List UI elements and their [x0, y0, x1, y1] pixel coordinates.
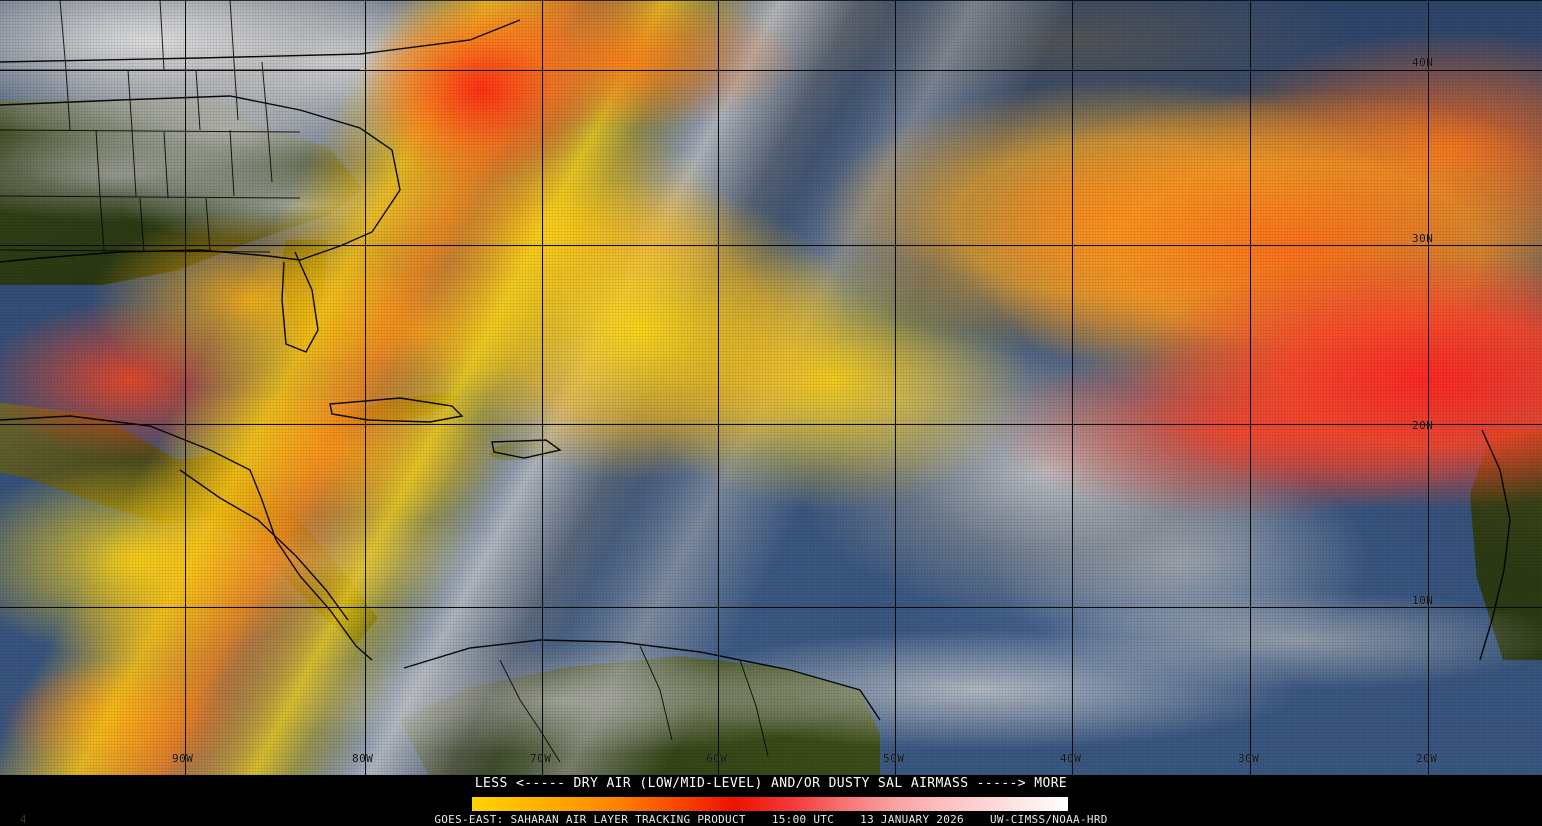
- gridline-lon-30w: [1250, 0, 1251, 775]
- gridline-lon-20w: [1428, 0, 1429, 775]
- gridline-lat-40n: [0, 70, 1542, 71]
- gridline-lon-50w: [895, 0, 896, 775]
- gridline-lon-60w: [718, 0, 719, 775]
- gridline-lon-90w: [185, 0, 186, 775]
- colorbar-caption: LESS <----- DRY AIR (LOW/MID-LEVEL) AND/…: [474, 776, 1068, 791]
- dry-air-colorbar: [472, 797, 1068, 811]
- gridline-lon-80w: [365, 0, 366, 775]
- gridline-lat-30n: [0, 245, 1542, 246]
- satellite-map[interactable]: 40N 30N 20N 10N 90W 80W 70W 60W 50W 40W …: [0, 0, 1542, 775]
- gridline-lat-10n: [0, 607, 1542, 608]
- footer-bar: LESS <----- DRY AIR (LOW/MID-LEVEL) AND/…: [0, 775, 1542, 826]
- gridline-lon-40w: [1072, 0, 1073, 775]
- pixel-speckle-texture: [0, 0, 1542, 775]
- gridline-lon-70w: [542, 0, 543, 775]
- gridline-lat-20n: [0, 424, 1542, 425]
